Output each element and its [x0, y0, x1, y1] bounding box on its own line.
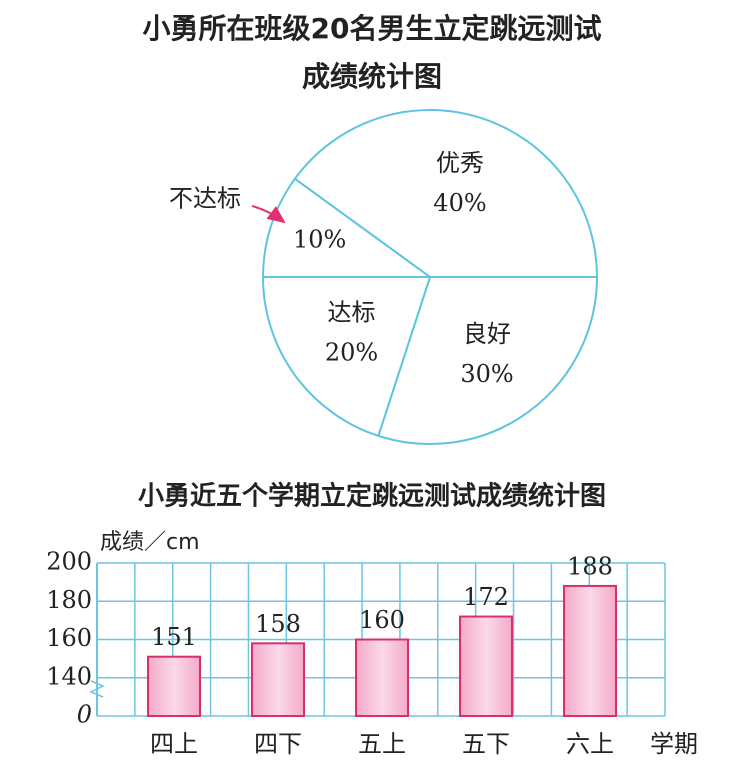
value-label: 151 [151, 623, 197, 651]
x-tick-label: 六上 [566, 730, 614, 758]
x-tick-label: 五上 [358, 730, 406, 758]
value-label: 172 [463, 583, 509, 611]
slice-value: 20% [325, 339, 378, 367]
value-label: 188 [567, 552, 613, 580]
bar [563, 584, 617, 718]
slice-value: 10% [293, 226, 346, 254]
slice-value: 30% [460, 360, 513, 388]
y-tick-label: 140 [46, 662, 92, 690]
value-label: 158 [255, 610, 301, 638]
slice-label: 达标 [328, 299, 376, 327]
bar [355, 638, 409, 717]
y-tick-label: 0 [77, 701, 92, 729]
y-axis-label: 成绩／cm [100, 530, 200, 555]
pie-title: 小勇所在班级20名男生立定跳远测试 [143, 12, 602, 45]
y-tick-label: 200 [46, 548, 92, 576]
value-label: 160 [359, 606, 405, 634]
pie-slice [293, 109, 599, 278]
slice-label: 不达标 [169, 185, 241, 213]
y-tick-label: 160 [46, 624, 92, 652]
x-tick-label: 五下 [462, 730, 510, 758]
x-tick-label: 四上 [150, 730, 198, 758]
y-tick-label: 180 [46, 586, 92, 614]
pie-slice [261, 177, 434, 278]
slice-label: 良好 [463, 320, 511, 348]
bar-title: 小勇近五个学期立定跳远测试成绩统计图 [138, 481, 606, 512]
arrow [251, 205, 286, 224]
x-axis-label: 学期 [650, 730, 698, 758]
bar [459, 615, 513, 717]
pie-slice [261, 276, 432, 438]
slice-value: 40% [433, 189, 486, 217]
pie-title: 成绩统计图 [302, 60, 442, 93]
pie-slice [377, 276, 599, 445]
bar [251, 642, 305, 718]
bar [147, 655, 201, 718]
x-tick-label: 四下 [254, 730, 302, 758]
slice-label: 优秀 [436, 149, 484, 177]
axis-break [89, 680, 105, 698]
